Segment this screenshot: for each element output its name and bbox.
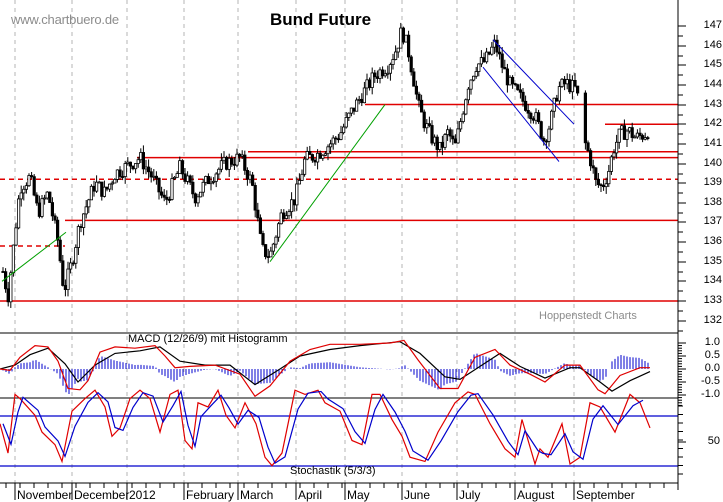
x-label-9: August <box>517 488 555 502</box>
y-label-price-10: 137 <box>703 215 722 227</box>
y-label-price-1: 146 <box>703 39 722 51</box>
y-label-price-15: 132 <box>703 314 722 326</box>
x-label-7: June <box>404 488 431 502</box>
y-label-macd-2: 0.0 <box>704 362 720 374</box>
x-label-2: 2012 <box>129 488 156 502</box>
y-label-price-5: 142 <box>703 117 722 129</box>
x-label-0: November <box>17 488 73 502</box>
y-label-price-11: 136 <box>703 235 722 247</box>
y-label-price-3: 144 <box>703 78 722 90</box>
chart-title: Bund Future <box>270 10 372 29</box>
x-label-10: September <box>576 488 635 502</box>
x-axis-ticks <box>5 483 665 500</box>
y-label-price-2: 145 <box>703 58 722 70</box>
stoch-k-line <box>0 388 651 467</box>
y-label-macd-3: -0.5 <box>701 375 720 387</box>
macd-signal-line <box>0 341 651 392</box>
stoch-d-line <box>2 389 644 464</box>
y-label-price-9: 138 <box>703 196 722 208</box>
macd-label: MACD (12/26/9) mit Histogramm <box>128 333 288 345</box>
y-label-macd-1: 0.5 <box>704 349 720 361</box>
y-label-price-12: 135 <box>703 255 722 267</box>
x-label-4: March <box>240 488 274 502</box>
macd-line <box>0 339 650 398</box>
x-label-6: May <box>347 488 370 502</box>
x-label-8: July <box>459 488 481 502</box>
y-label-price-7: 140 <box>703 157 722 169</box>
macd-histogram <box>2 353 649 394</box>
y-label-price-4: 143 <box>703 98 722 110</box>
y-axis-ticks <box>678 25 686 475</box>
credit-label: Hoppenstedt Charts <box>539 310 637 322</box>
y-label-price-0: 147 <box>703 19 722 31</box>
support-resistance-lines <box>0 103 678 302</box>
y-label-price-6: 141 <box>703 137 722 149</box>
trend-lines <box>1 39 575 282</box>
y-label-price-13: 134 <box>703 274 722 286</box>
x-label-1: December <box>74 488 130 502</box>
y-label-price-8: 139 <box>703 176 722 188</box>
stoch-label: Stochastik (5/3/3) <box>290 465 376 477</box>
y-label-macd-4: -1.0 <box>701 388 720 400</box>
y-label-price-14: 133 <box>703 294 722 306</box>
y-label-stoch-0: 50 <box>707 435 720 447</box>
y-label-macd-0: 1.0 <box>704 336 720 348</box>
price-candles <box>1 22 650 308</box>
x-label-5: April <box>298 488 323 502</box>
x-label-3: February <box>186 488 235 502</box>
watermark: www.chartbuero.de <box>11 12 119 27</box>
